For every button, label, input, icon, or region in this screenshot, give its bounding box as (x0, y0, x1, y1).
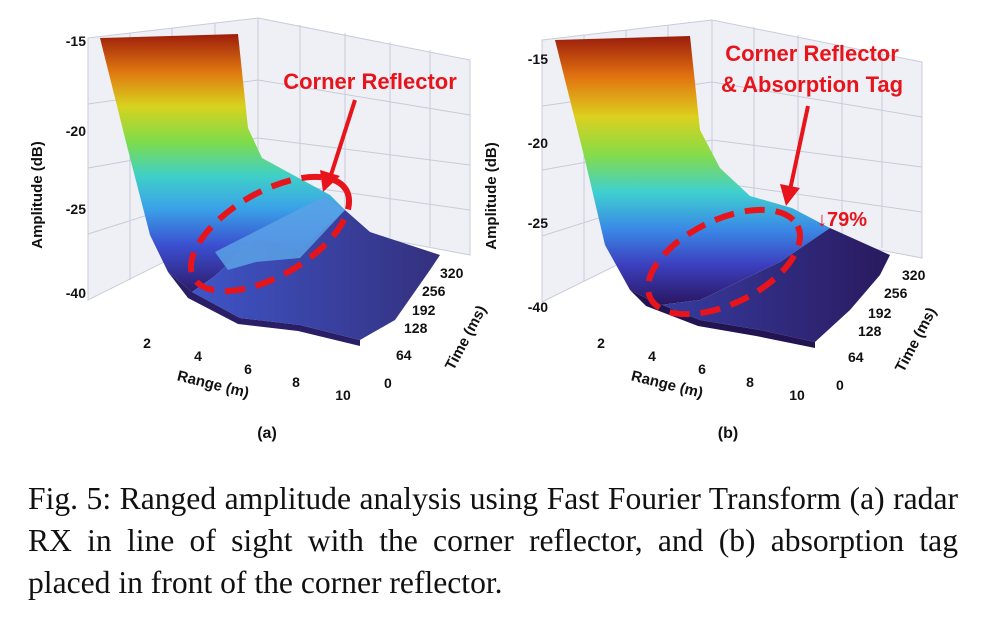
panel-b-y-tick: -20 (528, 135, 548, 151)
panel-a-time-ticks: 0 64 128 192 256 320 (384, 265, 464, 391)
panel-a-range-tick: 8 (292, 374, 300, 390)
panel-b-time-tick: 320 (902, 267, 926, 283)
panel-b-label: (b) (718, 425, 738, 442)
panel-b-annotation: Corner Reflector & Absorption Tag ↓79% (645, 41, 903, 318)
panel-b-range-tick: 2 (597, 335, 605, 351)
panel-a-y-tick: -40 (66, 285, 86, 301)
panel-a-annotation-text: Corner Reflector (283, 69, 457, 94)
panel-b-y-tick: -40 (528, 299, 548, 315)
panel-a-y-tick: -25 (66, 201, 86, 217)
panel-a-y-tick: -15 (66, 33, 86, 49)
panel-b-range-ticks: 2 4 6 8 10 (597, 335, 805, 403)
panel-b-y-ticks: -15 -20 -25 -40 (528, 51, 548, 315)
panel-a-arrow-line (328, 99, 357, 179)
panel-b-time-tick: 256 (884, 285, 908, 301)
panel-b-surface-floor (630, 228, 890, 342)
panel-b-time-tick: 128 (858, 323, 882, 339)
panel-b-annotation-line2: & Absorption Tag (721, 72, 903, 97)
panel-b-time-tick: 0 (836, 377, 844, 393)
panel-b-surface-wall (555, 36, 830, 305)
panel-b-time-label: Time (ms) (892, 305, 940, 375)
panel-a-time-label: Time (ms) (442, 303, 490, 373)
panel-a-time-tick: 128 (404, 320, 428, 336)
panel-a-surface (100, 34, 440, 346)
panel-a-y-ticks: -15 -20 -25 -40 (66, 33, 86, 301)
panel-b-highlight-ellipse (645, 206, 803, 318)
panel-b-range-tick: 4 (648, 348, 656, 364)
panel-a-range-ticks: 2 4 6 8 10 (143, 335, 351, 403)
panel-a-time-tick: 0 (384, 375, 392, 391)
panel-b-range-tick: 6 (698, 361, 706, 377)
panel-a-surface-front (168, 272, 360, 346)
panel-a-time-tick: 64 (396, 347, 412, 363)
panel-a-time-tick: 320 (440, 265, 464, 281)
panel-b-time-tick: 192 (868, 305, 892, 321)
panel-b-range-tick: 8 (746, 374, 754, 390)
panel-b-y-axis-label: Amplitude (dB) (483, 142, 500, 249)
panel-b-range-label: Range (m) (629, 368, 704, 402)
panel-b-arrow-line (788, 105, 810, 191)
panel-a-highlight-ellipse (187, 173, 353, 295)
panel-b-annotation-line1: Corner Reflector (725, 41, 899, 66)
panel-b-arrow-head (780, 184, 800, 206)
panel-b-range-tick: 10 (789, 387, 805, 403)
panel-b-y-tick: -15 (528, 51, 548, 67)
panel-a: Corner Reflector -15 -20 -25 -40 Amplitu… (29, 17, 490, 442)
panel-b: Corner Reflector & Absorption Tag ↓79% -… (483, 19, 940, 442)
panel-a-annotation: Corner Reflector (187, 69, 457, 295)
panel-a-range-tick: 6 (244, 361, 252, 377)
figure-caption: Fig. 5: Ranged amplitude analysis using … (28, 481, 958, 600)
panel-a-range-label: Range (m) (175, 368, 250, 402)
panel-b-surface (555, 36, 890, 348)
panel-b-time-tick: 64 (848, 349, 864, 365)
panel-a-arrow-head (320, 170, 340, 192)
panel-a-range-tick: 4 (194, 348, 202, 364)
panel-b-reduction: ↓79% (817, 209, 867, 231)
panel-a-y-axis-label: Amplitude (dB) (29, 141, 46, 248)
panel-a-range-tick: 10 (335, 387, 351, 403)
panel-a-time-tick: 256 (422, 283, 446, 299)
panel-b-surface-front (630, 290, 815, 348)
panel-a-range-tick: 2 (143, 335, 151, 351)
panel-a-label: (a) (257, 425, 277, 442)
panel-a-time-tick: 192 (412, 302, 436, 318)
panel-a-y-tick: -20 (66, 123, 86, 139)
panel-b-time-ticks: 0 64 128 192 256 320 (836, 267, 926, 393)
panel-b-y-tick: -25 (528, 215, 548, 231)
panel-a-reflector-ridge (215, 196, 345, 270)
